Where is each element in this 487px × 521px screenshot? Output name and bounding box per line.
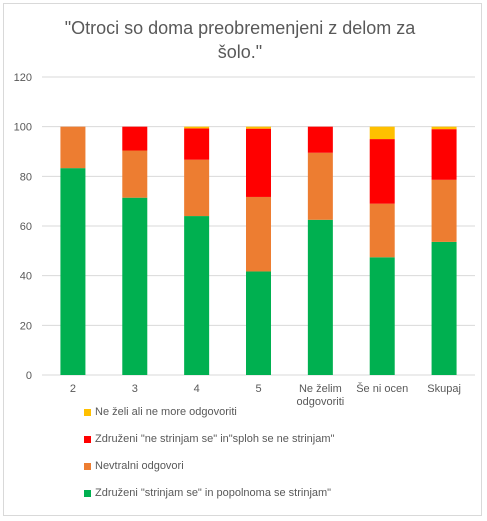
y-tick-label: 0 xyxy=(26,370,32,382)
y-tick-label: 60 xyxy=(20,221,32,233)
y-tick-label: 40 xyxy=(20,271,32,283)
bar-segment xyxy=(431,241,457,375)
x-tick-label: Ne želim xyxy=(299,383,342,395)
x-tick-label: Skupaj xyxy=(427,383,461,395)
bar-segment xyxy=(369,203,395,258)
bar-segment xyxy=(431,179,457,242)
chart-title-line-1: "Otroci so doma preobremenjeni z delom z… xyxy=(64,18,416,38)
x-tick-label: 2 xyxy=(70,383,76,395)
y-tick-label: 100 xyxy=(14,122,32,134)
x-tick-label: odgovoriti xyxy=(297,396,345,408)
y-tick-label: 80 xyxy=(20,171,32,183)
y-tick-label: 20 xyxy=(20,320,32,332)
bar-segment xyxy=(184,128,210,160)
legend-swatch xyxy=(84,435,91,443)
bar-segment xyxy=(369,257,395,375)
bar-segment xyxy=(431,126,457,130)
legend-item: Združeni "ne strinjam se" in"sploh se ne… xyxy=(84,433,334,445)
bar-segment xyxy=(307,126,333,153)
legend-item: Združeni "strinjam se" in popolnoma se s… xyxy=(84,487,331,499)
legend-swatch xyxy=(84,462,91,470)
x-tick-label: Še ni ocen xyxy=(356,382,408,395)
bar-segment xyxy=(184,216,210,375)
legend-label: Nevtralni odgovori xyxy=(95,460,184,472)
bar-segment xyxy=(307,219,333,375)
y-tick-label: 120 xyxy=(14,72,32,84)
x-tick-label: 4 xyxy=(194,383,200,395)
bar-segment xyxy=(60,168,86,375)
bar-segment xyxy=(60,126,86,169)
legend-label: Ne želi ali ne more odgovoriti xyxy=(95,406,237,418)
bar-segment xyxy=(122,126,148,151)
bar-segment xyxy=(184,126,210,129)
legend-label: Združeni "ne strinjam se" in"sploh se ne… xyxy=(95,433,335,445)
legend-swatch xyxy=(84,489,91,497)
chart-title: "Otroci so doma preobremenjeni z delom z… xyxy=(40,16,440,64)
chart-title-line-2: šolo." xyxy=(217,42,263,62)
bar-segment xyxy=(369,126,395,140)
bar-segment xyxy=(431,129,457,180)
bar-segment xyxy=(246,126,271,129)
bar-segment xyxy=(246,271,271,375)
x-tick-label: 3 xyxy=(132,383,138,395)
legend-label: Združeni "strinjam se" in popolnoma se s… xyxy=(95,487,332,499)
legend-item: Ne želi ali ne more odgovoriti xyxy=(84,406,237,418)
bar-segment xyxy=(122,197,148,375)
bar-segment xyxy=(246,128,271,197)
x-tick-label: 5 xyxy=(255,383,261,395)
bar-segment xyxy=(122,150,148,198)
bar-segment xyxy=(184,159,210,217)
legend-item: Nevtralni odgovori xyxy=(84,460,184,472)
y-axis-labels: 0 20 40 60 80 100 120 xyxy=(14,72,32,382)
bar-segment xyxy=(246,196,271,272)
bars xyxy=(60,126,457,375)
bar-segment xyxy=(369,139,395,204)
legend-swatch xyxy=(84,408,91,416)
bar-segment xyxy=(307,152,333,220)
